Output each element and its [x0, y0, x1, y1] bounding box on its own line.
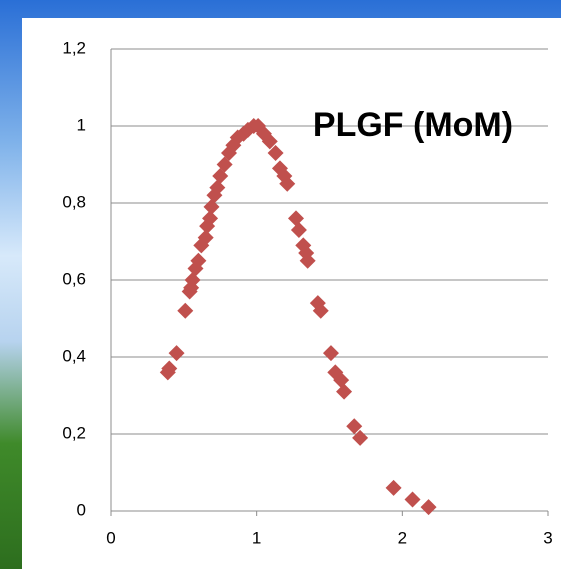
data-point	[197, 229, 214, 246]
data-point	[177, 302, 194, 319]
data-point	[287, 210, 304, 227]
data-point	[346, 418, 363, 435]
data-point	[420, 499, 437, 516]
data-point	[267, 144, 284, 161]
data-point	[190, 252, 207, 269]
data-point	[312, 302, 329, 319]
data-point	[279, 175, 296, 192]
data-point	[352, 429, 369, 446]
data-point	[261, 133, 278, 150]
data-point	[404, 491, 421, 508]
y-tick-label: 0,6	[62, 269, 86, 288]
data-point	[239, 121, 256, 138]
y-tick-label: 0,2	[62, 423, 86, 442]
x-tick-label: 3	[543, 528, 552, 547]
y-tick-label: 0	[77, 500, 86, 519]
y-tick-label: 0,8	[62, 192, 86, 211]
data-point	[336, 383, 353, 400]
x-tick-label: 2	[398, 528, 407, 547]
data-point	[209, 179, 226, 196]
data-point	[322, 345, 339, 362]
y-tick-label: 1	[77, 115, 86, 134]
x-tick-label: 1	[252, 528, 261, 547]
y-tick-label: 0,4	[62, 346, 86, 365]
data-point	[385, 479, 402, 496]
chart-panel	[22, 18, 561, 569]
data-point	[333, 372, 350, 389]
data-point	[168, 345, 185, 362]
data-point	[299, 252, 316, 269]
data-point	[184, 272, 201, 288]
data-point	[290, 221, 307, 238]
chart-title: PLGF (MoM)	[313, 106, 513, 144]
data-point	[202, 210, 219, 227]
data-point	[161, 360, 178, 377]
y-tick-label: 1,2	[62, 38, 86, 57]
data-point	[203, 198, 220, 215]
x-tick-label: 0	[106, 528, 115, 547]
